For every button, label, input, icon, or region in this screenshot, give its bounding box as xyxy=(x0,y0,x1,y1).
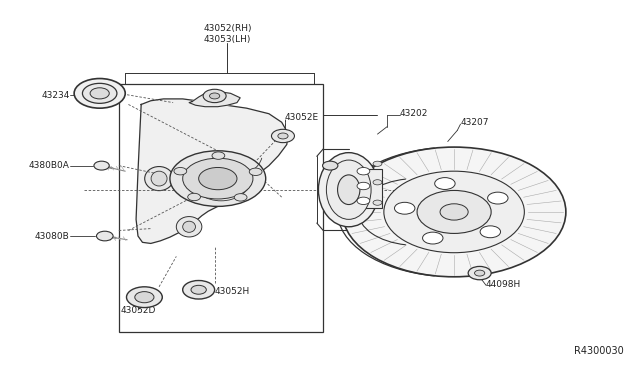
Circle shape xyxy=(74,78,125,108)
Text: 43052H: 43052H xyxy=(214,287,250,296)
Circle shape xyxy=(394,202,415,214)
Circle shape xyxy=(357,167,370,175)
Text: 43202: 43202 xyxy=(400,109,428,118)
Circle shape xyxy=(188,193,200,201)
Text: 43052(RH): 43052(RH) xyxy=(203,24,252,33)
Circle shape xyxy=(212,152,225,159)
Circle shape xyxy=(342,147,566,277)
Text: 44098H: 44098H xyxy=(486,280,522,289)
Circle shape xyxy=(203,89,226,103)
Circle shape xyxy=(357,197,370,205)
Circle shape xyxy=(373,200,382,205)
Circle shape xyxy=(440,204,468,220)
Circle shape xyxy=(468,266,491,280)
Ellipse shape xyxy=(151,171,167,186)
Text: 4380B0A: 4380B0A xyxy=(29,161,70,170)
Text: 43080B: 43080B xyxy=(35,231,70,241)
Ellipse shape xyxy=(145,167,173,190)
Circle shape xyxy=(357,182,370,190)
Circle shape xyxy=(83,83,117,103)
Circle shape xyxy=(271,129,294,142)
Circle shape xyxy=(90,88,109,99)
Ellipse shape xyxy=(326,160,371,219)
Polygon shape xyxy=(189,92,240,107)
Circle shape xyxy=(373,161,382,166)
Circle shape xyxy=(198,167,237,190)
Circle shape xyxy=(373,180,382,185)
Ellipse shape xyxy=(337,175,360,205)
Circle shape xyxy=(209,93,220,99)
Circle shape xyxy=(191,285,206,294)
Text: 43052E: 43052E xyxy=(285,113,319,122)
Circle shape xyxy=(488,192,508,204)
Text: R4300030: R4300030 xyxy=(573,346,623,356)
Circle shape xyxy=(135,292,154,303)
Circle shape xyxy=(174,167,187,175)
Text: 43052D: 43052D xyxy=(120,306,156,315)
Circle shape xyxy=(422,232,443,244)
Text: 43053(LH): 43053(LH) xyxy=(204,35,251,44)
Text: 43207: 43207 xyxy=(461,119,489,128)
Circle shape xyxy=(234,194,247,201)
Circle shape xyxy=(480,226,500,238)
Polygon shape xyxy=(136,99,288,243)
Text: 43222: 43222 xyxy=(333,155,361,164)
Circle shape xyxy=(435,177,455,189)
Circle shape xyxy=(97,231,113,241)
Ellipse shape xyxy=(182,221,195,232)
Circle shape xyxy=(182,158,253,199)
Circle shape xyxy=(170,151,266,206)
Text: 43234: 43234 xyxy=(42,91,70,100)
Ellipse shape xyxy=(176,217,202,237)
Circle shape xyxy=(384,171,524,253)
Circle shape xyxy=(182,280,214,299)
Circle shape xyxy=(249,168,262,176)
Circle shape xyxy=(323,161,338,170)
Circle shape xyxy=(127,287,163,308)
Ellipse shape xyxy=(319,153,379,227)
Bar xyxy=(119,84,323,333)
Circle shape xyxy=(94,161,109,170)
Circle shape xyxy=(474,270,484,276)
Bar xyxy=(347,169,382,208)
Circle shape xyxy=(278,133,288,139)
Circle shape xyxy=(417,190,491,234)
